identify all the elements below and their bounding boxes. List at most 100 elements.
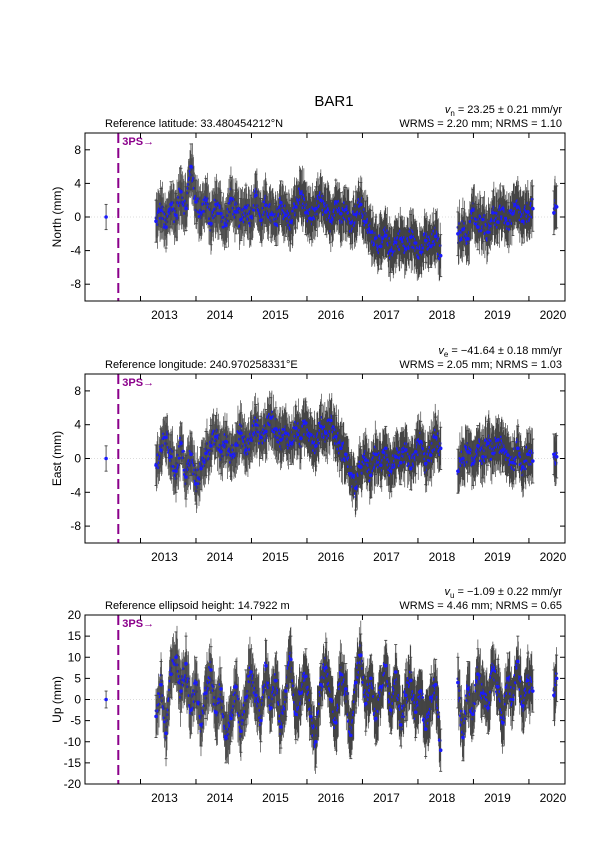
data-point: [516, 446, 520, 451]
data-point: [393, 240, 398, 244]
data-point: [373, 236, 378, 240]
y-tick-label: 4: [74, 418, 81, 432]
data-point: [179, 441, 183, 446]
data-point: [284, 213, 288, 218]
data-point: [319, 424, 323, 429]
data-point: [174, 469, 178, 473]
data-point: [368, 473, 373, 478]
data-point: [521, 465, 525, 469]
data-point: [234, 210, 238, 214]
data-point: [496, 220, 500, 224]
velocity-value: = 23.25 ± 0.21 mm/yr: [455, 104, 563, 116]
data-point: [324, 431, 328, 435]
data-point: [339, 446, 343, 451]
data-point: [353, 212, 358, 217]
reference-label: Reference latitude: 33.480454212°N: [105, 118, 283, 130]
data-point: [363, 220, 368, 224]
data-point: [299, 191, 303, 196]
data-point-fill: [438, 739, 442, 742]
data-point: [269, 416, 273, 420]
x-tick-label: 2017: [373, 308, 400, 322]
data-point-fill: [402, 715, 406, 719]
data-point: [159, 448, 163, 452]
data-point: [433, 234, 438, 239]
data-point: [279, 438, 283, 442]
x-tick-label: 2017: [373, 550, 400, 564]
data-layer: [104, 143, 559, 282]
data-point: [264, 429, 268, 434]
x-tick-label: 2013: [151, 308, 178, 322]
data-point: [491, 211, 495, 215]
data-point-fill: [458, 696, 462, 700]
data-point-fill: [412, 693, 416, 697]
data-point: [398, 460, 403, 465]
data-point: [531, 459, 535, 463]
data-point: [294, 426, 298, 430]
data-layer: [104, 390, 559, 518]
data-point: [254, 422, 258, 427]
data-point: [456, 469, 460, 473]
data-point-fill: [530, 451, 534, 455]
data-point: [511, 211, 515, 216]
y-tick-label: 8: [74, 143, 81, 157]
data-point-fill: [428, 707, 432, 711]
data-point: [476, 444, 480, 448]
data-point: [358, 202, 363, 207]
data-point: [329, 418, 333, 423]
data-point: [438, 446, 443, 451]
stats-label: WRMS = 4.46 mm; NRMS = 0.65: [399, 600, 562, 612]
event-label: 3PS→: [122, 136, 154, 148]
data-point: [554, 205, 559, 209]
data-point: [169, 202, 173, 207]
x-tick-label: 2015: [262, 308, 289, 322]
x-tick-label: 2014: [207, 550, 234, 564]
data-point: [506, 453, 510, 457]
data-point: [418, 439, 423, 444]
x-tick-label: 2016: [318, 550, 345, 564]
data-point: [471, 208, 475, 213]
y-axis-label: East (mm): [50, 431, 64, 486]
data-point-fill: [524, 467, 528, 471]
data-point-fill: [530, 197, 534, 201]
y-tick-label: 8: [74, 384, 81, 398]
data-point: [169, 455, 173, 459]
data-point: [209, 444, 213, 448]
data-point: [179, 190, 183, 194]
station-title: BAR1: [314, 93, 353, 110]
data-point: [393, 455, 398, 459]
data-point: [264, 203, 268, 208]
data-point: [154, 463, 158, 468]
data-point: [403, 247, 408, 251]
data-point: [433, 435, 438, 440]
data-point: [344, 207, 348, 212]
event-label: 3PS→: [122, 377, 154, 389]
data-point-fill: [472, 709, 476, 713]
y-tick-label: -8: [70, 277, 81, 291]
data-point: [229, 196, 233, 201]
x-tick-label: 2015: [262, 550, 289, 564]
data-point: [466, 449, 470, 454]
data-point: [438, 253, 443, 258]
y-tick-label: -4: [70, 485, 81, 499]
data-point: [408, 235, 413, 239]
data-point: [423, 461, 428, 466]
data-point: [418, 250, 423, 255]
data-point: [383, 233, 388, 238]
data-point: [339, 211, 343, 216]
y-tick-label: 4: [74, 176, 81, 190]
data-point: [314, 444, 318, 448]
panels: Reference latitude: 33.480454212°N WRMS =…: [50, 104, 567, 805]
data-point: [284, 431, 288, 435]
data-point: [164, 435, 168, 440]
velocity-value: = −1.09 ± 0.22 mm/yr: [454, 586, 562, 598]
data-point: [521, 219, 525, 223]
data-point: [104, 456, 108, 461]
data-point: [274, 427, 278, 431]
data-point: [344, 452, 348, 457]
data-point: [373, 452, 378, 457]
data-point: [219, 211, 223, 216]
data-point: [349, 471, 353, 476]
data-point: [388, 248, 393, 253]
data-point-fill: [436, 710, 440, 714]
data-point: [471, 461, 475, 466]
